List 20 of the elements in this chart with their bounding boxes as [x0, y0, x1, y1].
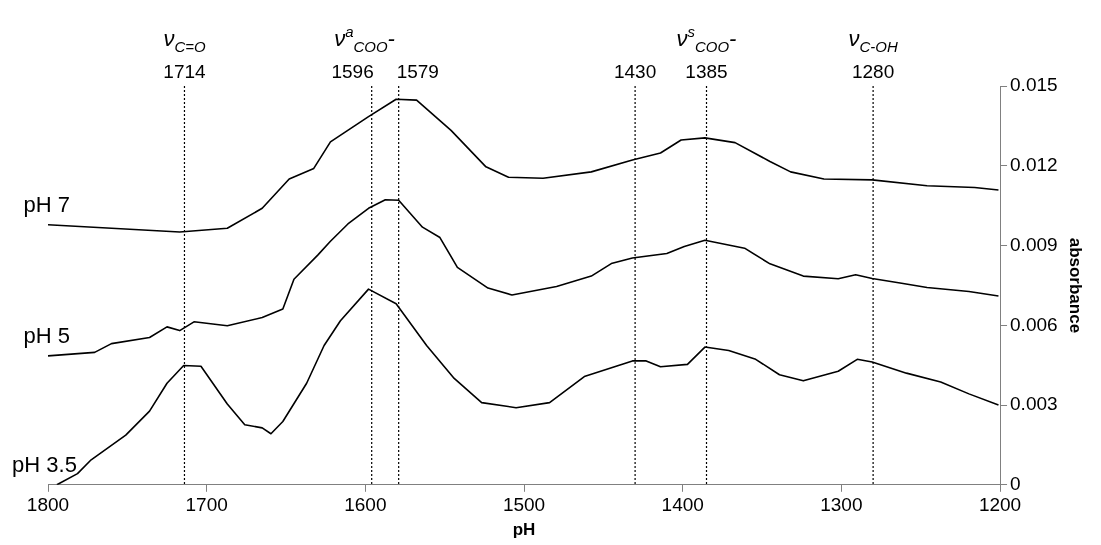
x-tick-label: 1400 [661, 494, 704, 516]
y-tick-label: 0.003 [1010, 393, 1058, 415]
y-tick-label: 0.012 [1010, 153, 1058, 175]
x-tick-label: 1500 [502, 494, 546, 516]
x-tick-label: 1700 [185, 494, 228, 516]
y-axis-title: absorbance [1066, 237, 1086, 334]
x-tick-label: 1300 [820, 494, 863, 516]
y-tick-label: 0.009 [1010, 233, 1058, 255]
series-label: pH 5 [23, 322, 70, 348]
ref-line-label: 1430 [613, 61, 657, 82]
x-tick-label: 1200 [978, 494, 1022, 516]
y-tick-label: 0.015 [1010, 74, 1058, 96]
series-label: pH 3.5 [12, 451, 77, 477]
x-tick-label: 1600 [344, 494, 387, 516]
series-label: pH 7 [23, 191, 70, 217]
x-tick-label: 1800 [26, 494, 70, 516]
x-axis-title: pH [512, 520, 536, 540]
ref-line-label: 1579 [396, 61, 439, 82]
y-tick-label: 0.006 [1010, 313, 1058, 335]
y-tick-label: 0 [1010, 473, 1021, 495]
